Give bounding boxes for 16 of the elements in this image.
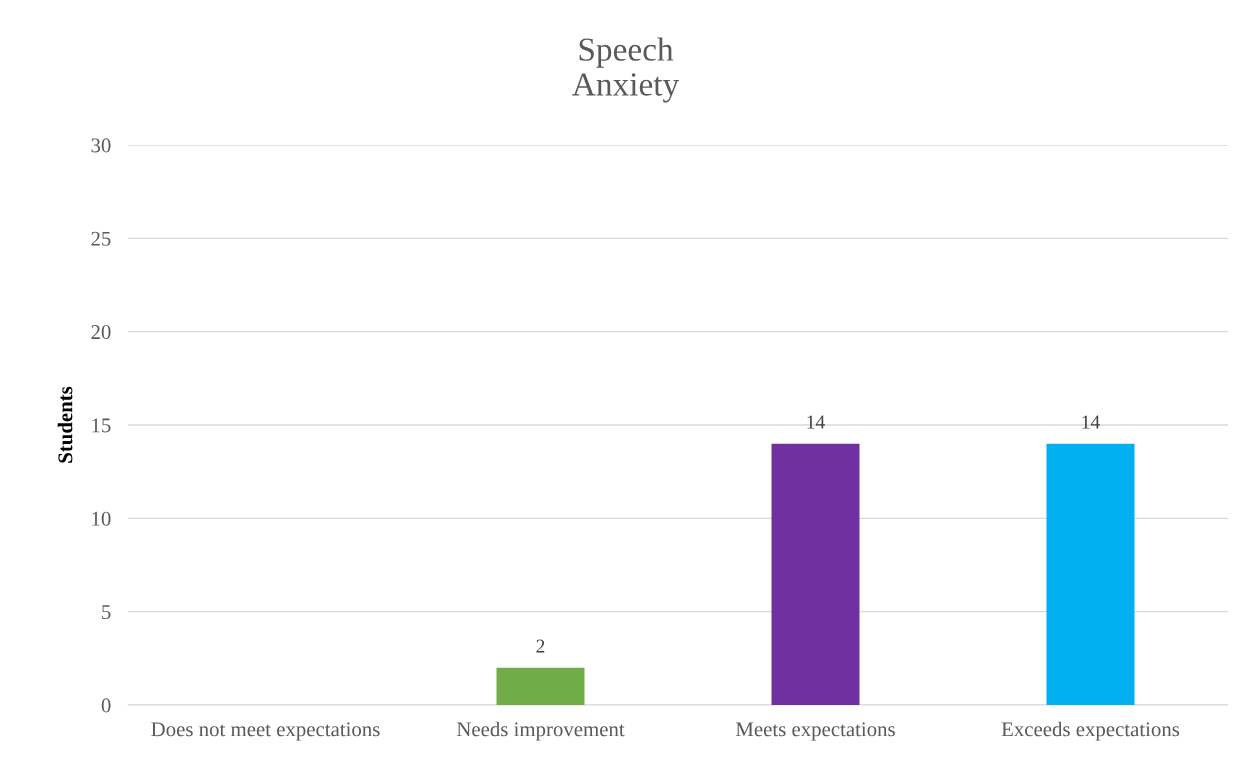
y-tick-label: 0 — [101, 698, 111, 713]
y-axis-title: Students — [57, 386, 73, 463]
chart-title: Speech Anxiety — [572, 37, 680, 103]
x-tick-label: Needs improvement — [456, 721, 625, 741]
y-tick-label: 30 — [91, 138, 111, 153]
data-label: 14 — [1082, 415, 1100, 429]
y-tick-label: 5 — [102, 605, 111, 620]
y-tick-label: 20 — [91, 325, 111, 340]
data-label: 2 — [536, 639, 545, 653]
x-tick-label: Meets expectations — [735, 722, 895, 741]
y-tick-label: 10 — [92, 511, 111, 526]
x-tick-label: Does not meet expectations — [151, 722, 380, 741]
y-tick-label: 15 — [92, 418, 111, 433]
y-tick-label: 25 — [91, 231, 111, 246]
data-label: 14 — [807, 415, 825, 429]
x-tick-label: Exceeds expectations — [1001, 721, 1180, 741]
